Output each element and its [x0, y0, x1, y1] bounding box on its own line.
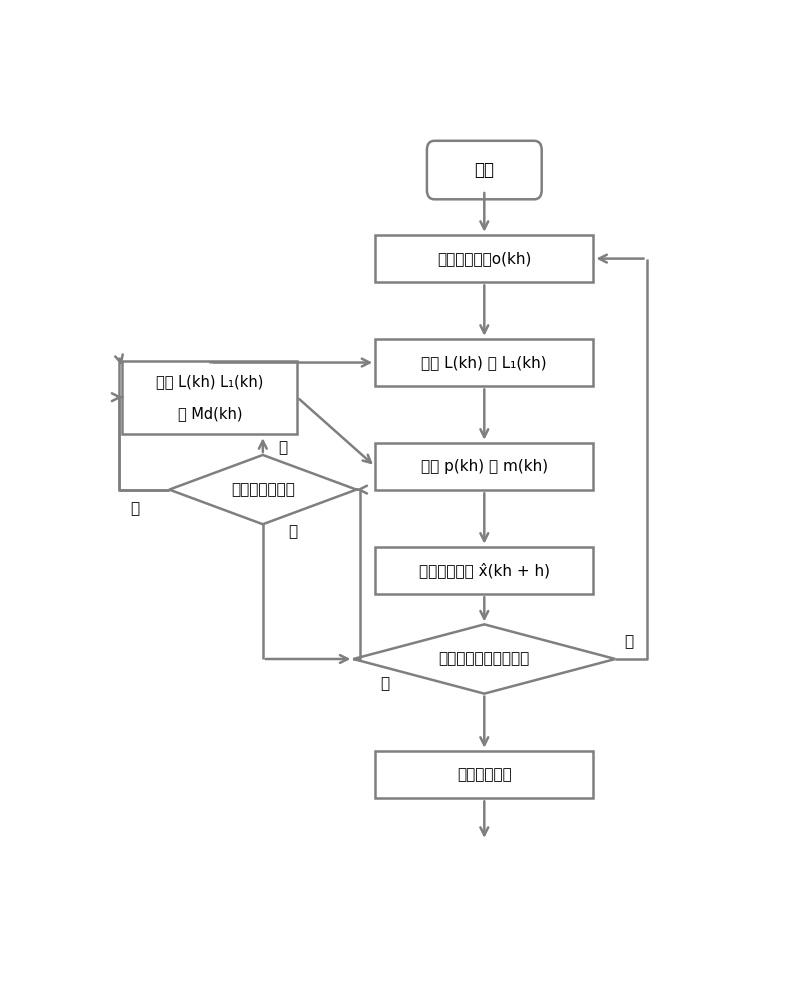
Text: 否: 否: [288, 524, 297, 539]
Text: 更新 p(kh) 和 m(kh): 更新 p(kh) 和 m(kh): [421, 459, 548, 474]
Bar: [375, 443, 593, 490]
Bar: [375, 235, 593, 282]
Text: 是: 是: [625, 635, 634, 650]
Text: 双率系统残差是否改变: 双率系统残差是否改变: [439, 652, 530, 666]
Bar: [122, 361, 297, 434]
Text: 更新 L(kh) 和 L₁(kh): 更新 L(kh) 和 L₁(kh): [422, 355, 547, 370]
Text: 否: 否: [279, 440, 287, 455]
Text: 开始: 开始: [474, 161, 494, 179]
Text: 输出估计状态: 输出估计状态: [457, 767, 512, 782]
Text: 否: 否: [380, 676, 389, 691]
Polygon shape: [169, 455, 357, 524]
Text: 和 Md(kh): 和 Md(kh): [178, 407, 242, 422]
Text: 是否修正状态值: 是否修正状态值: [231, 482, 295, 497]
Text: 更新 L(kh) L₁(kh): 更新 L(kh) L₁(kh): [156, 374, 263, 389]
Text: 更新状态估计 x̂(kh + h): 更新状态估计 x̂(kh + h): [419, 563, 550, 578]
Bar: [375, 751, 593, 798]
FancyBboxPatch shape: [427, 141, 542, 199]
Text: 是: 是: [130, 501, 139, 516]
Polygon shape: [353, 624, 615, 694]
Bar: [375, 339, 593, 386]
Bar: [375, 547, 593, 594]
Text: 更新信息残差o(kh): 更新信息残差o(kh): [437, 251, 531, 266]
